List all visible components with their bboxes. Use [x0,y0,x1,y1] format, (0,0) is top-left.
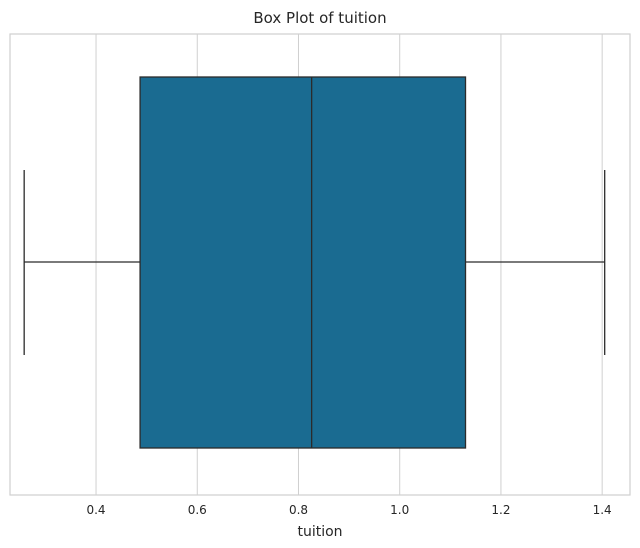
chart-title: Box Plot of tuition [253,9,386,27]
x-tick-label: 0.6 [188,503,207,517]
box-plot [23,76,606,449]
x-tick-label: 0.4 [86,503,105,517]
x-tick-label: 1.2 [491,503,510,517]
plot-frame [9,33,631,496]
x-tick-label: 1.4 [593,503,612,517]
x-axis-label: tuition [297,524,342,540]
x-tick-label: 0.8 [289,503,308,517]
iqr-box [139,76,467,449]
x-tick-label: 1.0 [390,503,409,517]
x-axis-ticks: 0.4 0.6 0.8 1.0 1.2 1.4 [86,503,611,517]
